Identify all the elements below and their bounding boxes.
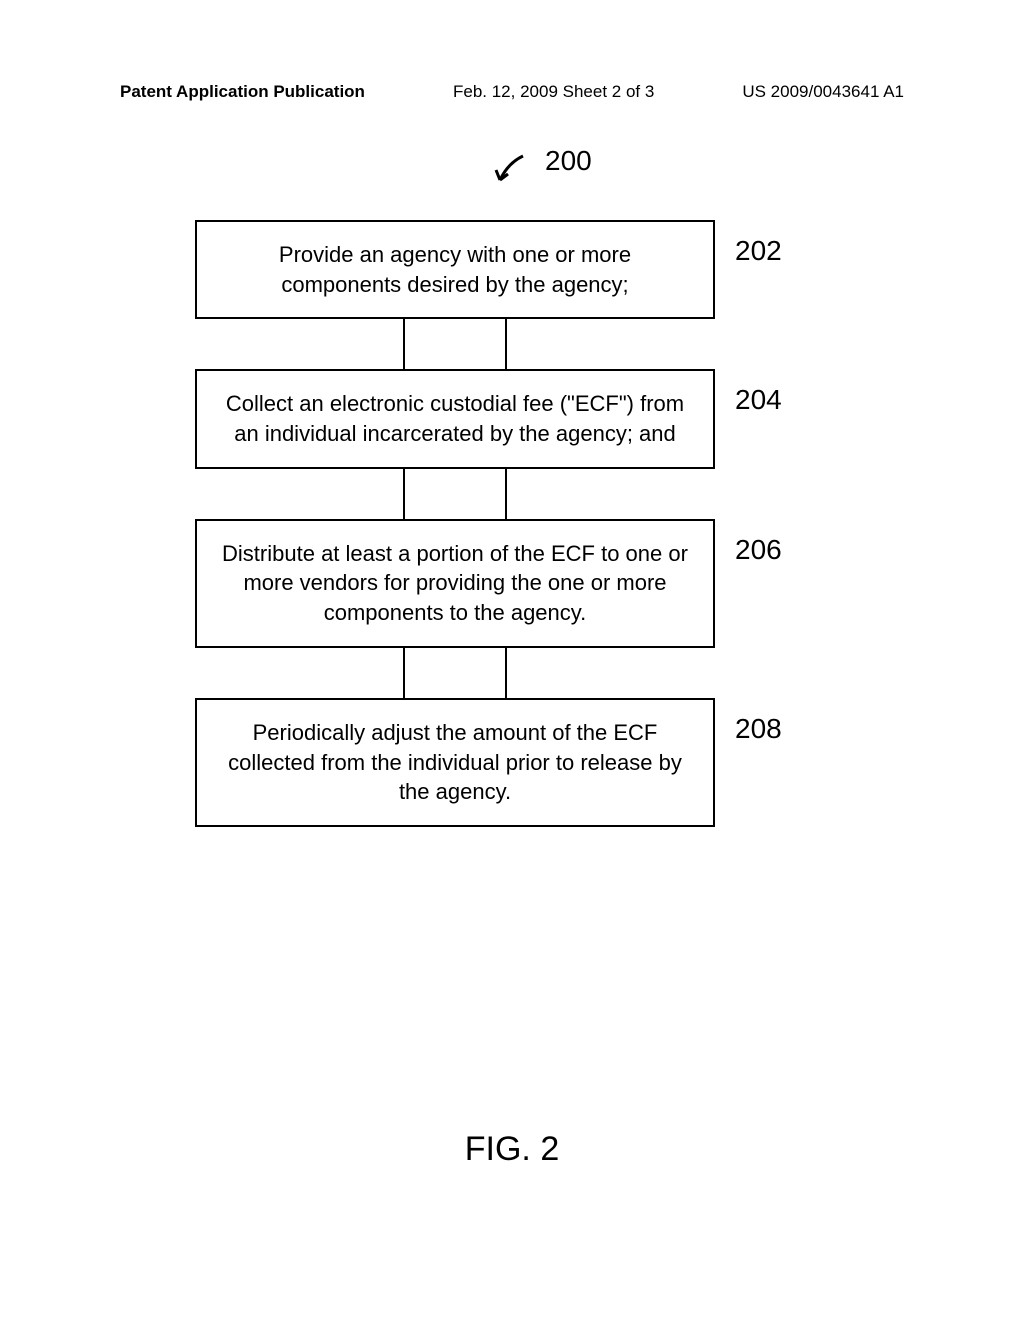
flow-ref-3: 206 xyxy=(735,519,782,566)
connector-3-4 xyxy=(195,648,715,698)
figure-reference-number: 200 xyxy=(545,145,592,177)
header-publication-label: Patent Application Publication xyxy=(120,82,365,102)
figure-caption: FIG. 2 xyxy=(0,1130,1024,1169)
flowchart-container: Provide an agency with one or more compo… xyxy=(195,220,825,827)
flow-ref-4: 208 xyxy=(735,698,782,745)
flow-ref-1: 202 xyxy=(735,220,782,267)
flow-step-2: Collect an electronic custodial fee ("EC… xyxy=(195,369,825,468)
page-header: Patent Application Publication Feb. 12, … xyxy=(0,82,1024,102)
flow-box-4: Periodically adjust the amount of the EC… xyxy=(195,698,715,827)
flow-step-1: Provide an agency with one or more compo… xyxy=(195,220,825,319)
header-date-sheet: Feb. 12, 2009 Sheet 2 of 3 xyxy=(453,82,654,102)
header-application-number: US 2009/0043641 A1 xyxy=(742,82,904,102)
flow-step-4: Periodically adjust the amount of the EC… xyxy=(195,698,825,827)
flow-box-2: Collect an electronic custodial fee ("EC… xyxy=(195,369,715,468)
flow-box-3: Distribute at least a portion of the ECF… xyxy=(195,519,715,648)
flow-box-1: Provide an agency with one or more compo… xyxy=(195,220,715,319)
connector-2-3 xyxy=(195,469,715,519)
connector-1-2 xyxy=(195,319,715,369)
flow-step-3: Distribute at least a portion of the ECF… xyxy=(195,519,825,648)
figure-arrow-icon xyxy=(488,148,533,198)
flow-ref-2: 204 xyxy=(735,369,782,416)
